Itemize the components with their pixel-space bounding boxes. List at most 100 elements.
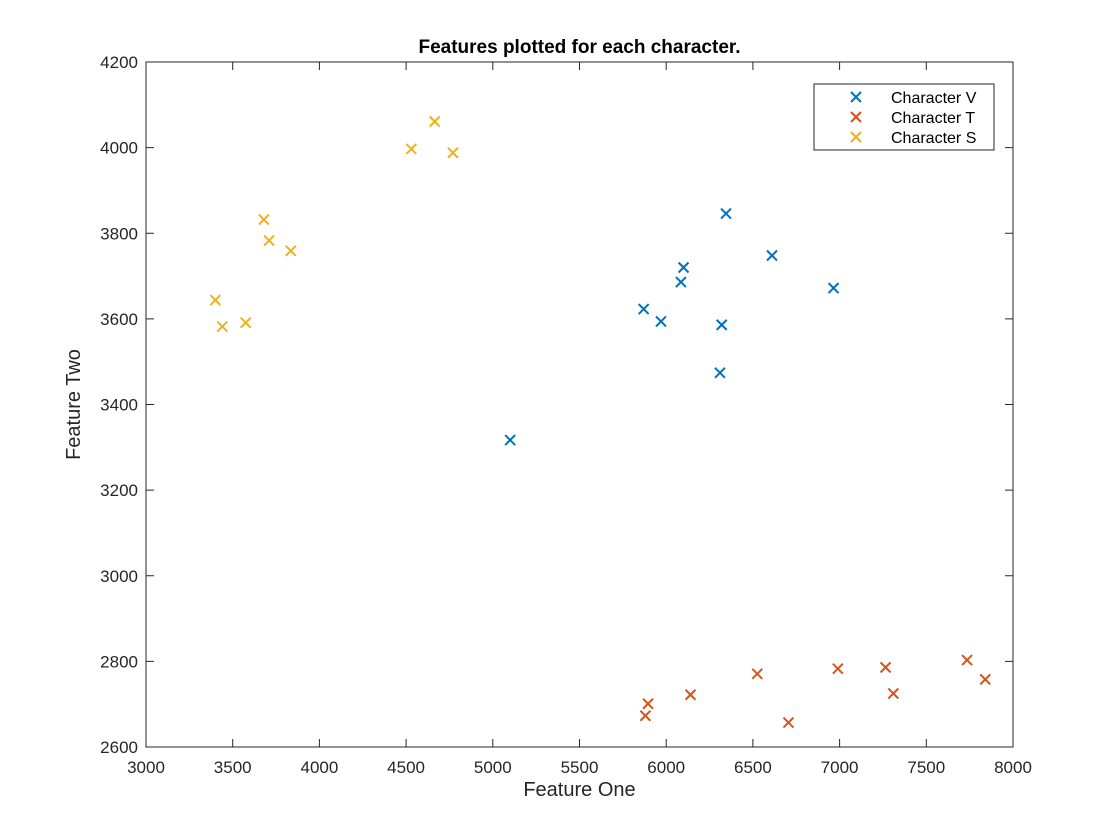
data-point: [258, 213, 270, 226]
data-point-stroke: [714, 367, 726, 379]
data-point: [239, 317, 252, 329]
data-point: [979, 673, 991, 686]
x-tick-label: 4500: [387, 758, 425, 777]
data-point: [675, 276, 687, 288]
chart-title: Features plotted for each character.: [418, 37, 740, 58]
series-3: [209, 115, 459, 333]
series-1: [504, 207, 840, 446]
data-point-stroke: [677, 261, 690, 274]
data-point: [504, 434, 516, 446]
data-point-stroke: [639, 710, 652, 722]
data-point: [405, 143, 418, 155]
data-point-stroke: [655, 315, 667, 328]
data-point-stroke: [642, 698, 654, 710]
data-point-stroke: [751, 668, 763, 680]
y-tick-label: 3400: [100, 396, 138, 415]
y-tick-label: 2600: [100, 738, 138, 757]
x-tick-label: 7000: [821, 758, 859, 777]
data-point-stroke: [766, 249, 778, 262]
legend-marker-stroke: [850, 131, 862, 143]
data-point: [677, 261, 690, 274]
x-tick-label: 3500: [214, 758, 252, 777]
data-point: [216, 320, 229, 333]
y-axis-title: Feature Two: [63, 349, 85, 460]
data-point-stroke: [209, 294, 222, 306]
data-point: [782, 716, 795, 729]
legend-marker-stroke: [850, 111, 862, 123]
data-point: [642, 698, 654, 710]
data-point-stroke: [504, 434, 516, 446]
data-point-stroke: [447, 147, 459, 159]
legend-label: Character S: [891, 130, 976, 147]
data-point-stroke: [429, 115, 441, 128]
data-point-stroke: [675, 276, 687, 288]
data-point-stroke: [263, 234, 275, 247]
y-tick-label: 3200: [100, 481, 138, 500]
data-point: [637, 303, 650, 315]
data-point-stroke: [879, 661, 892, 674]
y-tick-label: 4000: [100, 139, 138, 158]
x-tick-label: 6000: [647, 758, 685, 777]
data-points: [209, 115, 991, 729]
data-point: [684, 689, 697, 701]
y-tick-label: 2800: [100, 652, 138, 671]
plot-area: [146, 62, 1013, 747]
data-point-stroke: [637, 303, 650, 315]
data-point: [285, 245, 297, 257]
data-point-stroke: [720, 207, 732, 220]
legend-box: [813, 83, 995, 151]
data-point-stroke: [832, 662, 844, 675]
legend-label: Character T: [891, 110, 975, 127]
data-point: [887, 687, 900, 700]
y-tick-label: 3000: [100, 567, 138, 586]
data-point: [715, 319, 728, 331]
data-point: [447, 147, 459, 159]
legend-marker: [850, 111, 862, 123]
data-point-stroke: [405, 143, 418, 155]
x-tick-label: 5000: [474, 758, 512, 777]
data-point: [655, 315, 667, 328]
y-tick-label: 3800: [100, 224, 138, 243]
legend-marker: [850, 131, 862, 143]
data-point-stroke: [782, 716, 795, 729]
data-point: [832, 662, 844, 675]
y-tick-label: 3600: [100, 310, 138, 329]
data-point: [429, 115, 441, 128]
data-point-stroke: [285, 245, 297, 257]
x-tick-label: 8000: [994, 758, 1032, 777]
data-point: [263, 234, 275, 247]
data-point-stroke: [827, 282, 840, 294]
y-tick-label: 4200: [100, 53, 138, 72]
data-point: [751, 668, 763, 680]
x-axis-title: Feature One: [523, 779, 635, 801]
x-tick-label: 3000: [127, 758, 165, 777]
data-point-stroke: [887, 687, 900, 700]
data-point: [714, 367, 726, 379]
x-tick-label: 5500: [561, 758, 599, 777]
legend-marker: [850, 91, 862, 103]
x-tick-label: 6500: [734, 758, 772, 777]
data-point: [766, 249, 778, 262]
series-2: [639, 654, 991, 729]
legend-label: Character V: [891, 90, 977, 107]
data-point: [639, 710, 652, 722]
data-point-stroke: [715, 319, 728, 331]
data-point-stroke: [216, 320, 229, 333]
data-point-stroke: [684, 689, 697, 701]
legend: Character V Character T Character S: [813, 83, 995, 151]
data-point: [209, 294, 222, 306]
data-point-stroke: [258, 213, 270, 226]
data-point: [961, 654, 973, 666]
x-tick-label: 4000: [300, 758, 338, 777]
x-tick-label: 7500: [907, 758, 945, 777]
data-point-stroke: [979, 673, 991, 686]
data-point: [827, 282, 840, 294]
plot-frame: [145, 61, 1014, 748]
axis-ticks: 3000 3500 4000 4500 5000 5500 6000 6500 7000 7500…: [100, 53, 1032, 777]
data-point: [879, 661, 892, 674]
data-point-stroke: [961, 654, 973, 666]
data-point-stroke: [239, 317, 252, 329]
legend-marker-stroke: [850, 91, 862, 103]
